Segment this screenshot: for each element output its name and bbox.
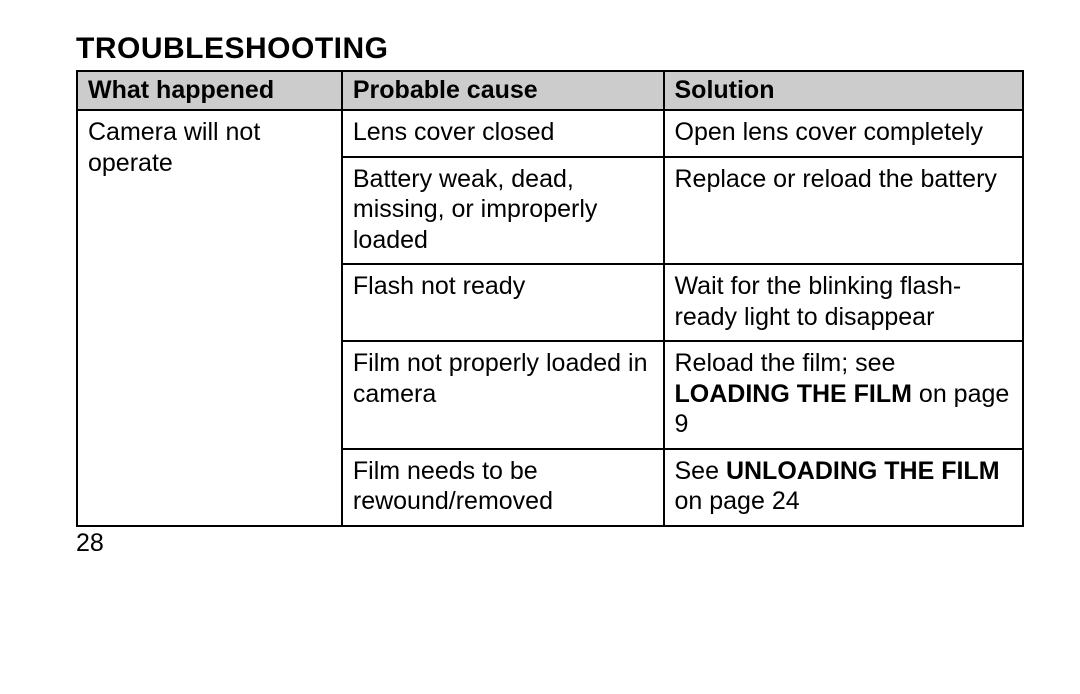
table-row: Camera will not operate Lens cover close… — [77, 110, 1023, 157]
col-header-what: What happened — [77, 71, 342, 110]
solution-cell: Open lens cover completely — [664, 110, 1024, 157]
solution-cell: Replace or reload the battery — [664, 157, 1024, 265]
solution-text: See — [675, 457, 726, 485]
section-title: TROUBLESHOOTING — [76, 32, 1024, 66]
solution-cell: Wait for the blinking flash-ready light … — [664, 264, 1024, 341]
solution-cell: See UNLOADING THE FILM on page 24 — [664, 449, 1024, 526]
solution-text: Reload the film; see — [675, 349, 896, 377]
troubleshooting-table: What happened Probable cause Solution Ca… — [76, 70, 1024, 527]
solution-ref: LOADING THE FILM — [675, 380, 912, 408]
cause-cell: Film needs to be rewound/removed — [342, 449, 664, 526]
cause-cell: Lens cover closed — [342, 110, 664, 157]
col-header-cause: Probable cause — [342, 71, 664, 110]
solution-cell: Reload the film; see LOADING THE FILM on… — [664, 341, 1024, 449]
solution-text: on page 24 — [675, 487, 800, 515]
manual-page: TROUBLESHOOTING What happened Probable c… — [0, 0, 1080, 694]
cause-cell: Flash not ready — [342, 264, 664, 341]
solution-ref: UNLOADING THE FILM — [726, 457, 1000, 485]
col-header-solution: Solution — [664, 71, 1024, 110]
page-number: 28 — [76, 529, 1024, 558]
problem-cell: Camera will not operate — [77, 110, 342, 526]
cause-cell: Battery weak, dead, missing, or improper… — [342, 157, 664, 265]
cause-cell: Film not properly loaded in camera — [342, 341, 664, 449]
